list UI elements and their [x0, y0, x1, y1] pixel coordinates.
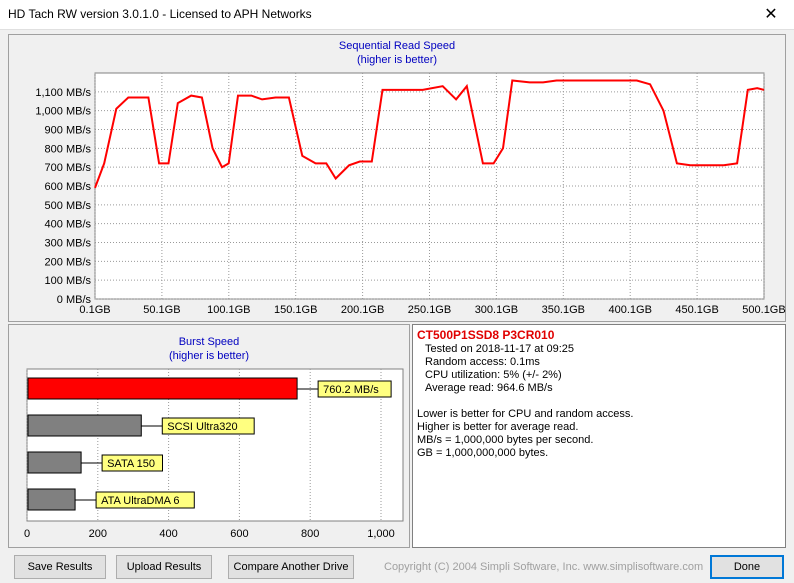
average-read: Average read: 964.6 MB/s — [425, 382, 553, 394]
y-tick-label: 1,000 MB/s — [35, 106, 91, 118]
burst-speed-panel: Burst Speed (higher is better) 760.2 MB/… — [8, 324, 410, 548]
x-tick-label: 50.1GB — [143, 304, 180, 316]
sequential-read-chart: Sequential Read Speed (higher is better)… — [35, 40, 785, 316]
burst-tick-label: 800 — [301, 528, 319, 540]
upload-results-button[interactable]: Upload Results — [116, 555, 212, 579]
burst-label-box — [95, 491, 195, 509]
x-tick-label: 150.1GB — [274, 304, 317, 316]
burst-tick-label: 400 — [159, 528, 177, 540]
tested-date: Tested on 2018-11-17 at 09:25 — [425, 343, 575, 355]
y-tick-label: 300 MB/s — [45, 238, 92, 250]
note-gb: GB = 1,000,000,000 bytes. — [417, 447, 549, 459]
save-results-button[interactable]: Save Results — [14, 555, 106, 579]
burst-label: SATA 150 — [107, 458, 155, 470]
burst-label: SCSI Ultra320 — [167, 421, 237, 433]
drive-name: CT500P1SSD8 P3CR010 — [417, 328, 555, 342]
x-tick-label: 300.1GB — [475, 304, 518, 316]
title-bar: HD Tach RW version 3.0.1.0 - Licensed to… — [0, 0, 794, 30]
x-tick-label: 100.1GB — [207, 304, 250, 316]
y-tick-label: 800 MB/s — [45, 143, 92, 155]
y-tick-label: 400 MB/s — [45, 219, 92, 231]
read-speed-line — [94, 79, 765, 189]
note-mbs: MB/s = 1,000,000 bytes per second. — [417, 434, 594, 446]
burst-tick-label: 600 — [230, 528, 248, 540]
x-tick-label: 400.1GB — [608, 304, 651, 316]
y-tick-label: 500 MB/s — [45, 200, 92, 212]
y-tick-label: 700 MB/s — [45, 162, 92, 174]
close-icon[interactable]: ✕ — [764, 6, 778, 23]
burst-bar — [27, 488, 76, 511]
y-tick-label: 0 MB/s — [57, 294, 92, 306]
x-tick-label: 250.1GB — [408, 304, 451, 316]
burst-tick-label: 200 — [89, 528, 107, 540]
burst-label-box — [161, 417, 255, 435]
x-tick-label: 0.1GB — [79, 304, 110, 316]
x-tick-label: 350.1GB — [542, 304, 585, 316]
x-tick-label: 200.1GB — [341, 304, 384, 316]
burst-tick-label: 0 — [24, 528, 30, 540]
burst-bar — [27, 414, 142, 437]
burst-speed-chart: Burst Speed (higher is better) 760.2 MB/… — [24, 336, 404, 540]
y-tick-label: 200 MB/s — [45, 256, 92, 268]
note-cpu: Lower is better for CPU and random acces… — [417, 408, 634, 420]
burst-bar — [27, 377, 298, 400]
window-title: HD Tach RW version 3.0.1.0 - Licensed to… — [8, 7, 312, 21]
burst-label: ATA UltraDMA 6 — [101, 495, 179, 507]
x-tick-label: 450.1GB — [675, 304, 718, 316]
chart-title: Sequential Read Speed — [339, 40, 455, 52]
drive-info-panel: CT500P1SSD8 P3CR010 Tested on 2018-11-17… — [412, 324, 786, 548]
burst-label-box — [101, 454, 163, 472]
chart-subtitle: (higher is better) — [357, 54, 437, 66]
note-average: Higher is better for average read. — [417, 421, 579, 433]
burst-title: Burst Speed — [179, 336, 240, 348]
burst-tick-label: 1,000 — [367, 528, 395, 540]
y-tick-label: 100 MB/s — [45, 275, 92, 287]
random-access: Random access: 0.1ms — [425, 356, 540, 368]
y-tick-label: 1,100 MB/s — [35, 87, 91, 99]
y-tick-label: 600 MB/s — [45, 181, 92, 193]
burst-bar — [27, 451, 82, 474]
burst-label: 760.2 MB/s — [323, 384, 379, 396]
y-tick-label: 900 MB/s — [45, 125, 92, 137]
cpu-utilization: CPU utilization: 5% (+/- 2%) — [425, 369, 562, 381]
copyright-text: Copyright (C) 2004 Simpli Software, Inc.… — [384, 561, 704, 573]
done-button[interactable]: Done — [710, 555, 784, 579]
burst-subtitle: (higher is better) — [169, 350, 249, 362]
burst-label-box — [317, 380, 392, 398]
x-tick-label: 500.1GB — [742, 304, 785, 316]
sequential-read-panel: Sequential Read Speed (higher is better)… — [8, 34, 786, 322]
compare-drive-button[interactable]: Compare Another Drive — [228, 555, 354, 579]
